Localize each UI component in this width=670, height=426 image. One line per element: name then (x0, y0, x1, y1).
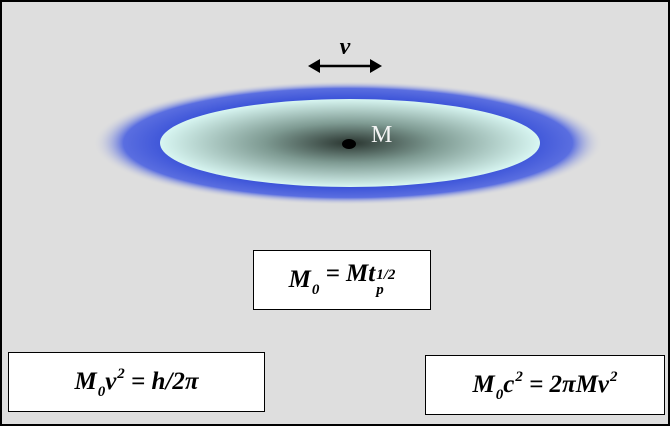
page: M v M0 = Mt1/2p M0v2 = h/2π M0c2 = 2πMv2 (0, 0, 670, 426)
formula-sub: p (376, 283, 395, 298)
formula-sub: 0 (496, 387, 504, 404)
formula-base: c (503, 371, 514, 399)
formula-base: = h/2π (125, 368, 199, 396)
formula-base: = 2πMv (523, 371, 609, 399)
velocity-label: v (340, 34, 351, 60)
formula-sub: 0 (98, 384, 106, 401)
formula-base: M (472, 371, 494, 399)
formula-base: M (289, 266, 311, 294)
formula-base: v (105, 368, 116, 396)
formula-base: = Mt (319, 260, 375, 288)
formula-sub: 0 (312, 282, 320, 299)
formula-sup: 2 (610, 369, 618, 386)
formula-sup: 2 (117, 366, 125, 383)
mass-dot (342, 139, 356, 149)
formula-run: = h/2π (125, 368, 199, 396)
formula-base: M (74, 368, 96, 396)
mass-label: M (371, 122, 392, 148)
formula-sup: 2 (515, 369, 523, 386)
formula-sup: 1/2 (376, 268, 395, 283)
